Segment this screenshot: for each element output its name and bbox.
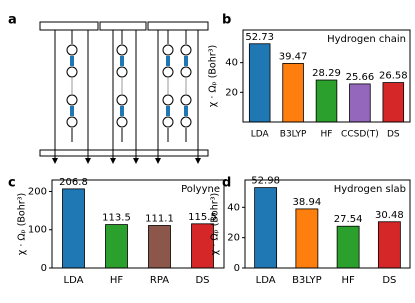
- value-label: 115.5: [188, 212, 217, 223]
- y-axis-label: χ · Ωₚ (Bohr³): [208, 45, 219, 107]
- x-tick-label: CCSD(T): [341, 130, 379, 140]
- axes-frame: [51, 179, 225, 269]
- value-label: 111.1: [145, 213, 174, 224]
- value-label: 52.98: [251, 176, 280, 187]
- x-tick-label: HF: [321, 130, 333, 140]
- value-label: 38.94: [293, 197, 322, 208]
- panel-label: a: [8, 13, 17, 28]
- y-tick-label: 100: [28, 225, 47, 236]
- x-tick-label: LDA: [256, 275, 276, 286]
- y-tick-label: 40: [227, 202, 240, 213]
- panel-label: c: [8, 176, 16, 191]
- value-label: 28.29: [312, 68, 341, 79]
- bar: [105, 224, 128, 269]
- y-tick-label: 20: [225, 87, 238, 98]
- bar: [349, 83, 371, 123]
- bar: [377, 221, 401, 269]
- axes-frame: [242, 29, 411, 123]
- x-tick-label: B3LYP: [280, 130, 307, 140]
- y-tick-label: 0: [41, 263, 47, 274]
- panel-label: d: [222, 176, 231, 191]
- y-tick-label: 0: [234, 263, 240, 274]
- x-tick-label: LDA: [251, 130, 270, 140]
- chart-title: Hydrogen slab: [334, 184, 406, 195]
- bar: [254, 187, 278, 269]
- value-label: 52.73: [245, 32, 274, 43]
- y-tick-label: 200: [28, 186, 47, 197]
- value-label: 206.8: [59, 177, 88, 188]
- bar: [315, 79, 338, 123]
- bar: [62, 188, 85, 269]
- x-tick-label: RPA: [150, 275, 169, 286]
- y-tick-label: 40: [225, 58, 238, 69]
- y-tick-label: 20: [227, 233, 240, 244]
- chart-title: Hydrogen chain: [327, 34, 406, 45]
- y-axis-label: χ · Ωₚ (Bohr³): [17, 193, 28, 255]
- bar: [336, 225, 360, 269]
- y-axis-label: χ · Ωₚ (Bohr³): [210, 193, 221, 255]
- x-tick-label: HF: [110, 275, 124, 286]
- panel-label: b: [222, 13, 231, 28]
- x-tick-label: HF: [341, 275, 355, 286]
- bar: [382, 82, 405, 123]
- axes-frame: [244, 179, 411, 269]
- bar: [282, 63, 304, 123]
- bar: [295, 208, 319, 269]
- x-tick-label: DS: [382, 275, 396, 286]
- x-tick-label: LDA: [64, 275, 84, 286]
- chart-title: Polyyne: [181, 184, 220, 195]
- value-label: 27.54: [334, 214, 363, 225]
- value-label: 30.48: [375, 210, 404, 221]
- value-label: 113.5: [102, 213, 131, 224]
- bar: [148, 225, 171, 269]
- x-tick-label: B3LYP: [292, 275, 322, 286]
- bar: [248, 43, 271, 123]
- value-label: 25.66: [346, 72, 375, 83]
- value-label: 39.47: [279, 51, 308, 62]
- x-tick-label: DS: [387, 130, 400, 140]
- value-label: 26.58: [379, 71, 408, 82]
- x-tick-label: DS: [195, 275, 209, 286]
- diagram: [39, 21, 209, 164]
